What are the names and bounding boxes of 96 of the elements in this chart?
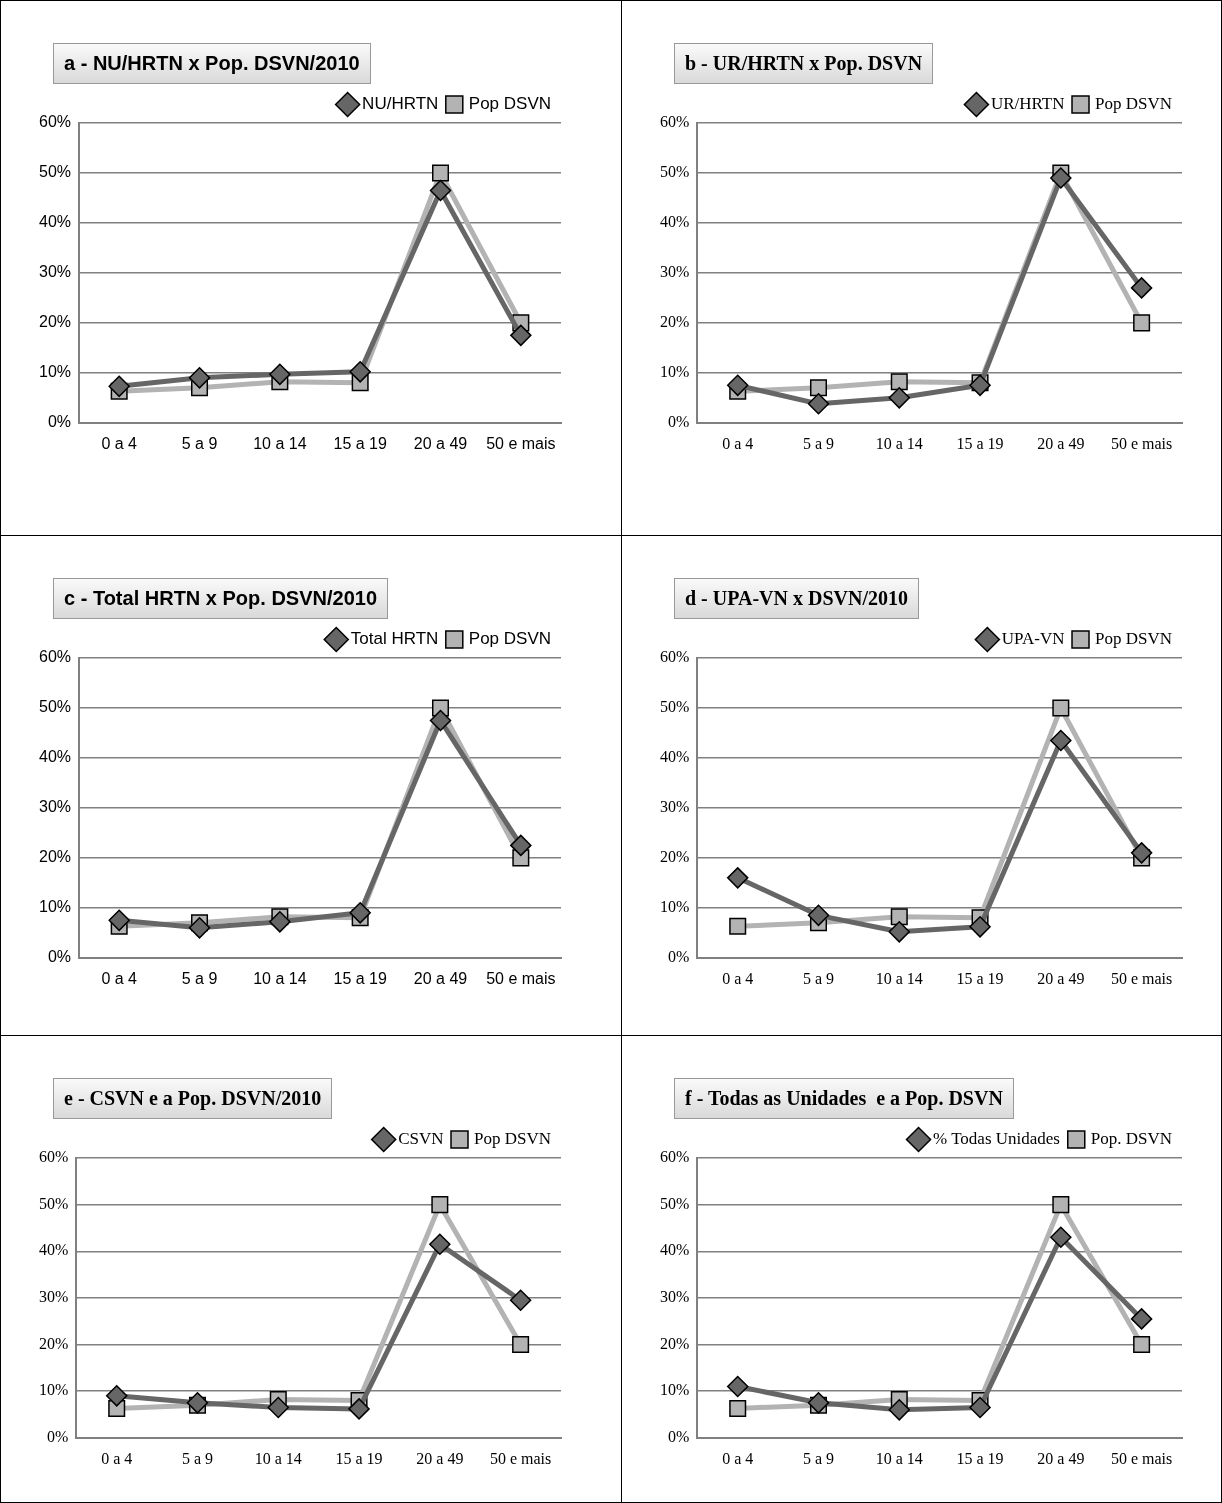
y-tick-label: 30% xyxy=(39,1288,69,1306)
y-tick-label: 50% xyxy=(660,163,690,181)
y-tick-label: 50% xyxy=(38,163,72,181)
x-tick-label: 50 e mais xyxy=(1110,434,1173,452)
x-tick-label: 15 a 19 xyxy=(956,1449,1004,1467)
legend-label: Pop DSVN xyxy=(468,94,551,114)
x-tick-label: 15 a 19 xyxy=(335,1449,383,1467)
y-tick-label: 60% xyxy=(660,648,690,666)
legend-label: CSVN xyxy=(398,1128,444,1148)
x-tick-label: 20 a 49 xyxy=(416,1449,464,1467)
y-tick-label: 50% xyxy=(660,1194,690,1212)
x-tick-label: 20 a 49 xyxy=(1037,1449,1085,1467)
x-tick-label: 5 a 9 xyxy=(802,969,835,987)
y-tick-label: 30% xyxy=(660,798,690,816)
y-tick-label: 30% xyxy=(660,263,690,281)
y-tick-label: 40% xyxy=(38,213,72,231)
x-tick-label: 10 a 14 xyxy=(253,434,307,452)
x-tick-label: 0 a 4 xyxy=(722,434,754,452)
legend-label: Pop DSVN xyxy=(474,1128,552,1148)
y-tick-label: 10% xyxy=(660,363,690,381)
legend-label: UPA-VN xyxy=(1001,628,1065,648)
y-tick-label: 40% xyxy=(39,1241,69,1259)
chart-title: f - Todas as Unidades e a Pop. DSVN xyxy=(674,1078,1014,1119)
x-tick-label: 5 a 9 xyxy=(181,434,218,452)
y-tick-label: 20% xyxy=(38,313,72,331)
legend-label: NU/HRTN xyxy=(362,94,439,114)
y-tick-label: 0% xyxy=(668,413,690,430)
legend-label: Pop DSVN xyxy=(1095,93,1173,113)
x-tick-label: 10 a 14 xyxy=(875,434,923,452)
chart-title: e - CSVN e a Pop. DSVN/2010 xyxy=(53,1078,333,1119)
y-tick-label: 20% xyxy=(39,1334,69,1352)
x-tick-label: 15 a 19 xyxy=(956,434,1004,452)
legend-label: Pop DSVN xyxy=(468,629,551,649)
y-tick-label: 20% xyxy=(660,313,690,331)
y-tick-label: 0% xyxy=(47,948,72,966)
y-tick-label: 60% xyxy=(38,113,72,131)
y-tick-label: 30% xyxy=(38,263,72,281)
chart-title: a - NU/HRTN x Pop. DSVN/2010 xyxy=(53,43,371,84)
legend-label: UR/HRTN xyxy=(990,93,1065,113)
x-tick-label: 0 a 4 xyxy=(101,969,138,987)
x-tick-label: 10 a 14 xyxy=(254,1449,302,1467)
x-tick-label: 10 a 14 xyxy=(875,969,923,987)
y-tick-label: 10% xyxy=(660,898,690,916)
y-tick-label: 0% xyxy=(47,413,72,431)
x-tick-label: 5 a 9 xyxy=(802,434,835,452)
legend-label: % Todas Unidades xyxy=(933,1128,1060,1148)
x-tick-label: 0 a 4 xyxy=(722,969,754,987)
y-tick-label: 60% xyxy=(660,113,690,131)
y-tick-label: 30% xyxy=(38,798,72,816)
x-tick-label: 0 a 4 xyxy=(101,1449,133,1467)
x-tick-label: 10 a 14 xyxy=(875,1449,923,1467)
legend-label: Pop. DSVN xyxy=(1090,1128,1173,1148)
chart-title: b - UR/HRTN x Pop. DSVN xyxy=(674,43,934,84)
x-tick-label: 5 a 9 xyxy=(181,1449,214,1467)
x-tick-label: 50 e mais xyxy=(1110,1449,1173,1467)
y-tick-label: 50% xyxy=(39,1194,69,1212)
y-tick-label: 10% xyxy=(38,363,72,381)
x-tick-label: 20 a 49 xyxy=(413,969,468,987)
x-tick-label: 50 e mais xyxy=(1110,969,1173,987)
y-tick-label: 40% xyxy=(660,1241,690,1259)
x-tick-label: 50 e mais xyxy=(489,1449,552,1467)
y-tick-label: 20% xyxy=(660,848,690,866)
y-tick-label: 40% xyxy=(38,748,72,766)
y-tick-label: 40% xyxy=(660,748,690,766)
x-tick-label: 15 a 19 xyxy=(333,969,387,987)
chart-title: d - UPA-VN x DSVN/2010 xyxy=(674,578,919,619)
y-tick-label: 10% xyxy=(660,1381,690,1399)
y-tick-label: 50% xyxy=(38,698,72,716)
x-tick-label: 20 a 49 xyxy=(1037,434,1085,452)
x-tick-label: 10 a 14 xyxy=(253,969,307,987)
x-tick-label: 5 a 9 xyxy=(181,969,218,987)
y-tick-label: 0% xyxy=(668,1428,690,1445)
y-tick-label: 20% xyxy=(38,848,72,866)
x-tick-label: 20 a 49 xyxy=(1037,969,1085,987)
x-tick-label: 50 e mais xyxy=(486,434,556,452)
x-tick-label: 0 a 4 xyxy=(101,434,138,452)
y-tick-label: 10% xyxy=(38,898,72,916)
y-tick-label: 0% xyxy=(47,1428,69,1445)
y-tick-label: 60% xyxy=(39,1148,69,1166)
chart-title: c - Total HRTN x Pop. DSVN/2010 xyxy=(53,578,389,619)
y-tick-label: 10% xyxy=(39,1381,69,1399)
legend-label: Pop DSVN xyxy=(1095,628,1173,648)
y-tick-label: 20% xyxy=(660,1334,690,1352)
legend-label: Total HRTN xyxy=(350,629,439,649)
y-tick-label: 60% xyxy=(38,648,72,666)
y-tick-label: 30% xyxy=(660,1288,690,1306)
y-tick-label: 50% xyxy=(660,698,690,716)
x-tick-label: 20 a 49 xyxy=(413,434,468,452)
x-tick-label: 5 a 9 xyxy=(802,1449,835,1467)
y-tick-label: 60% xyxy=(660,1148,690,1166)
x-tick-label: 50 e mais xyxy=(486,969,556,987)
x-tick-label: 15 a 19 xyxy=(333,434,387,452)
y-tick-label: 0% xyxy=(668,948,690,965)
y-tick-label: 40% xyxy=(660,213,690,231)
x-tick-label: 0 a 4 xyxy=(722,1449,754,1467)
x-tick-label: 15 a 19 xyxy=(956,969,1004,987)
